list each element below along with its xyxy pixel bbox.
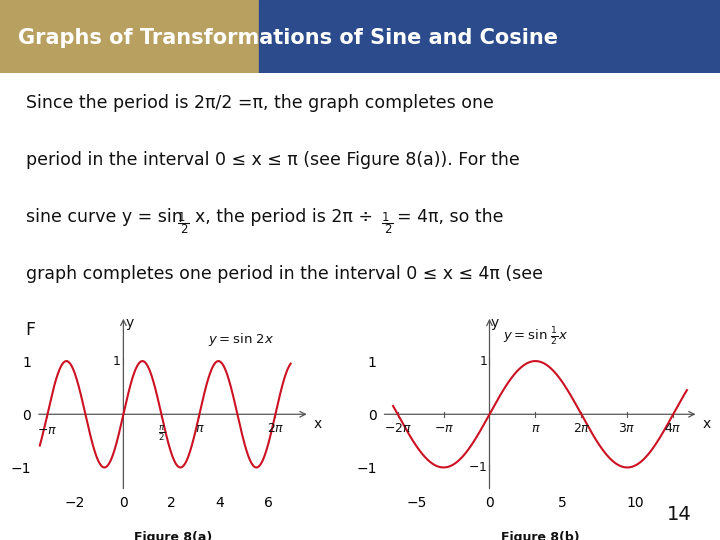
Text: y: y [125, 316, 134, 330]
Text: 1: 1 [382, 211, 389, 224]
Text: 1: 1 [480, 355, 487, 368]
Text: $2\pi$: $2\pi$ [266, 422, 284, 435]
Text: 2: 2 [384, 222, 392, 236]
Text: x, the period is 2π ÷: x, the period is 2π ÷ [195, 208, 374, 226]
Text: Figure 8(b)).: Figure 8(b)). [27, 321, 133, 339]
Bar [259, 0, 720, 73]
Text: $-\pi$: $-\pi$ [433, 422, 454, 435]
Text: $4\pi$: $4\pi$ [665, 422, 682, 435]
Text: graph completes one period in the interval 0 ≤ x ≤ 4π (see: graph completes one period in the interv… [27, 265, 544, 282]
Text: = 4π, so the: = 4π, so the [397, 208, 504, 226]
Text: Graphs of Transformations of Sine and Cosine: Graphs of Transformations of Sine and Co… [18, 28, 558, 48]
Text: $2\pi$: $2\pi$ [572, 422, 590, 435]
Text: period in the interval 0 ≤ x ≤ π (see Figure 8(a)). For the: period in the interval 0 ≤ x ≤ π (see Fi… [27, 151, 521, 169]
Text: $-\pi$: $-\pi$ [37, 424, 58, 437]
Text: x: x [703, 417, 711, 431]
Text: $\pi$: $\pi$ [531, 422, 540, 435]
Text: Since the period is 2π/2 =π, the graph completes one: Since the period is 2π/2 =π, the graph c… [27, 94, 495, 112]
Text: Figure 8(a): Figure 8(a) [134, 531, 212, 540]
Text: x: x [313, 417, 322, 431]
Text: $-2\pi$: $-2\pi$ [384, 422, 412, 435]
Text: $y = \sin\,\frac{1}{2}x$: $y = \sin\,\frac{1}{2}x$ [503, 326, 568, 348]
Text: sine curve y = sin: sine curve y = sin [27, 208, 184, 226]
Text: $\frac{\pi}{2}$: $\frac{\pi}{2}$ [158, 424, 165, 443]
Text: $3\pi$: $3\pi$ [618, 422, 636, 435]
Bar [0, 0, 259, 73]
Text: 14: 14 [667, 505, 691, 524]
Text: 1: 1 [112, 355, 120, 368]
Text: 2: 2 [180, 222, 188, 236]
Text: $\pi$: $\pi$ [194, 422, 204, 435]
Text: y: y [490, 316, 499, 330]
Text: 1: 1 [178, 211, 185, 224]
Text: $-1$: $-1$ [468, 461, 487, 474]
Text: Figure 8(b): Figure 8(b) [500, 531, 580, 540]
Text: $y = \sin\,2x$: $y = \sin\,2x$ [208, 331, 274, 348]
